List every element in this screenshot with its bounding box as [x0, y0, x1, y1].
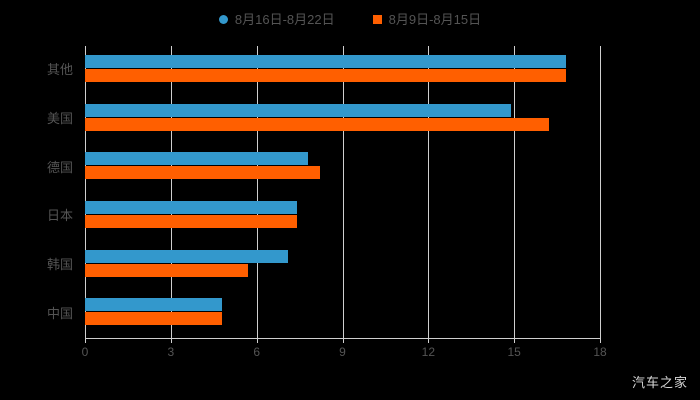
x-axis-tick-label: 3: [167, 345, 175, 359]
bar-group: 日本: [47, 192, 600, 241]
gridline: [85, 46, 86, 338]
legend-label-series-1: 8月16日-8月22日: [234, 11, 335, 27]
gridline: [342, 46, 344, 338]
bar: [85, 152, 309, 166]
bar: [85, 298, 223, 312]
bar: [85, 117, 549, 131]
bar: [85, 215, 297, 228]
y-axis-category-label: 日本: [46, 208, 73, 224]
gridline: [256, 46, 258, 338]
legend-marker-square-icon: [372, 14, 382, 24]
bar: [85, 249, 289, 263]
bar-group: 美国: [47, 95, 600, 144]
gridline: [514, 46, 516, 338]
x-axis-tick: [428, 338, 430, 343]
chart-legend: 8月16日-8月22日 8月9日-8月15日: [0, 6, 700, 32]
x-axis-tick-label: 18: [593, 345, 607, 359]
legend-item-series-2[interactable]: 8月9日-8月15日: [372, 11, 482, 27]
bar: [85, 201, 297, 214]
y-axis-category-label: 德国: [46, 159, 73, 175]
bar: [85, 263, 249, 277]
gridline: [600, 46, 601, 338]
y-axis-category-label: 中国: [46, 305, 73, 321]
y-axis-category-label: 其他: [46, 62, 73, 78]
x-axis-tick-label: 6: [253, 345, 260, 359]
y-axis-category-label: 美国: [46, 110, 73, 126]
x-axis-tick: [170, 338, 172, 343]
bar: [85, 312, 223, 326]
watermark: 汽车之家: [631, 375, 688, 390]
bar: [85, 69, 566, 82]
chart-plot-area: 0 3 6 9 12 15 18 其他美国德国日本韩国中国: [47, 46, 607, 359]
x-axis-tick-label: 9: [339, 345, 346, 359]
x-axis-tick: [514, 338, 516, 343]
x-axis-tick: [256, 338, 258, 343]
x-axis-tick-label: 12: [421, 345, 436, 359]
legend-marker-circle-icon: [218, 14, 228, 24]
x-axis-tick: [85, 338, 86, 343]
gridline: [428, 46, 430, 338]
legend-item-series-1[interactable]: 8月16日-8月22日: [218, 11, 335, 27]
bar: [85, 103, 512, 117]
bar: [85, 166, 320, 180]
bar-group: 韩国: [47, 241, 600, 290]
bar-group: 德国: [47, 143, 600, 192]
bar-group: 中国: [47, 289, 600, 338]
x-axis-tick: [342, 338, 344, 343]
x-axis-tick-label: 15: [507, 345, 521, 359]
gridline: [170, 46, 172, 338]
bar-group: 其他: [47, 46, 600, 95]
x-axis-tick: [600, 338, 601, 343]
x-axis-tick-label: 0: [81, 345, 89, 359]
bar: [85, 55, 566, 68]
legend-label-series-2: 8月9日-8月15日: [388, 11, 482, 27]
y-axis-category-label: 韩国: [46, 256, 73, 272]
